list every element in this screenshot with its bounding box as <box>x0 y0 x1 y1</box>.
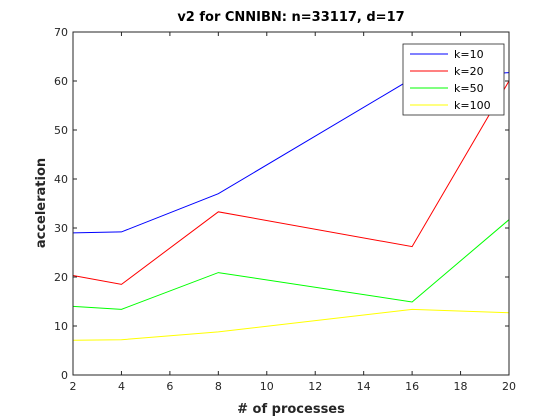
x-tick-label: 8 <box>215 380 222 393</box>
series-line-k=20 <box>72 80 510 285</box>
chart-title: v2 for CNNIBN: n=33117, d=17 <box>177 10 404 25</box>
y-tick-label: 20 <box>54 271 68 284</box>
y-tick-label: 60 <box>54 75 68 88</box>
legend: k=10 k=20 k=50 k=100 <box>402 43 505 116</box>
legend-box <box>402 43 505 116</box>
x-tick-label: 2 <box>70 380 77 393</box>
x-tick-label: 10 <box>260 380 274 393</box>
plot-frame <box>72 31 510 376</box>
y-tick-label: 70 <box>54 26 68 39</box>
x-axis-label: # of processes <box>237 402 345 417</box>
y-tick-label: 10 <box>54 320 68 333</box>
x-tick-label: 20 <box>502 380 516 393</box>
x-tick-label: 14 <box>357 380 371 393</box>
legend-label: k=10 <box>454 48 484 61</box>
x-tick-label: 16 <box>405 380 419 393</box>
y-tick-label: 40 <box>54 173 68 186</box>
y-axis: 0 10 20 30 40 50 60 70 <box>54 26 509 382</box>
series-line-k=100 <box>72 308 510 341</box>
series-line-k=50 <box>72 219 510 310</box>
y-tick-label: 30 <box>54 222 68 235</box>
x-tick-label: 6 <box>166 380 173 393</box>
y-tick-label: 0 <box>61 369 68 382</box>
x-axis: 2 4 6 8 10 12 14 16 18 20 <box>70 32 516 393</box>
x-tick-label: 4 <box>118 380 125 393</box>
y-tick-label: 50 <box>54 124 68 137</box>
legend-label: k=20 <box>454 65 484 78</box>
x-tick-label: 18 <box>454 380 468 393</box>
legend-label: k=50 <box>454 82 484 95</box>
y-axis-label: acceleration <box>34 158 49 248</box>
x-tick-label: 12 <box>308 380 322 393</box>
legend-label: k=100 <box>454 99 491 112</box>
